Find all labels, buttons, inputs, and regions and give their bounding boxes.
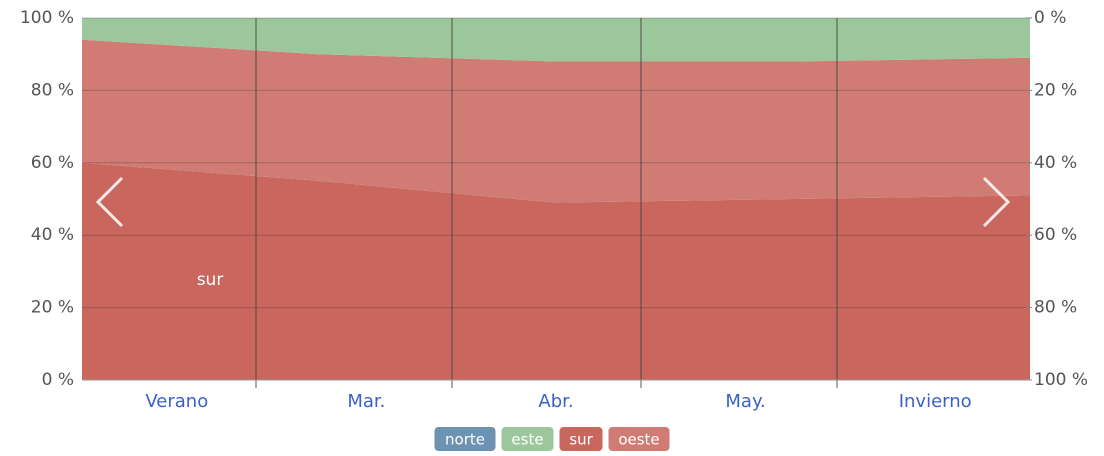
x-tick-label: Mar. — [347, 391, 385, 412]
area — [82, 18, 1030, 62]
y2-tick-label: 0 % — [1034, 8, 1066, 28]
x-tick-label: Verano — [145, 391, 208, 412]
legend-label: norte — [445, 431, 485, 449]
x-tick-label: Abr. — [538, 391, 573, 412]
area — [82, 39, 1030, 203]
separators — [255, 18, 838, 388]
y2-tick-label: 40 % — [1034, 153, 1077, 173]
legend-item[interactable] — [501, 427, 554, 451]
legend-label: oeste — [618, 431, 659, 449]
y-tick-label: 0 % — [42, 370, 74, 390]
area — [82, 162, 1030, 380]
y-tick-label: 20 % — [31, 298, 74, 318]
y-tick-label: 60 % — [31, 153, 74, 173]
prev-arrow[interactable] — [95, 176, 124, 228]
x-tick-label: Invierno — [899, 391, 972, 412]
x-tick-label: May. — [725, 391, 765, 412]
y2-tick-label: 20 % — [1034, 80, 1077, 100]
legend-label: este — [511, 431, 543, 449]
next-arrow[interactable] — [982, 176, 1011, 228]
y2-tick-label: 100 % — [1034, 370, 1088, 390]
areas — [82, 18, 1030, 380]
legend-item[interactable] — [434, 427, 496, 451]
y2-tick-label: 80 % — [1034, 298, 1077, 318]
y-tick-label: 80 % — [31, 80, 74, 100]
legend-item[interactable] — [608, 427, 670, 451]
y-tick-label: 100 % — [20, 8, 74, 28]
legend-item[interactable] — [559, 427, 603, 451]
y-tick-label: 40 % — [31, 225, 74, 245]
area-label: sur — [197, 270, 224, 290]
y2-tick-label: 60 % — [1034, 225, 1077, 245]
legend-label: sur — [569, 431, 593, 449]
